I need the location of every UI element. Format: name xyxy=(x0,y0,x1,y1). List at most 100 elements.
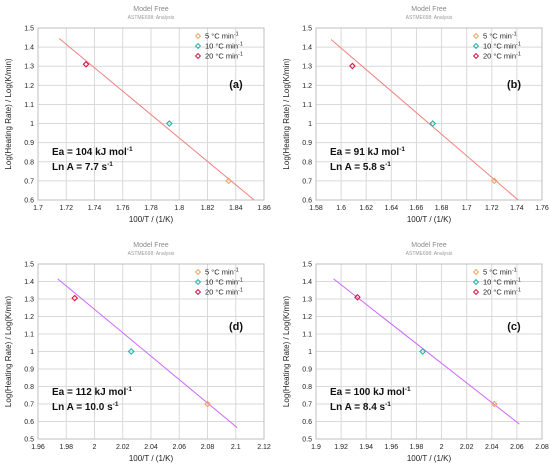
x-tick-label: 1.7 xyxy=(33,205,43,212)
legend-label: 20 °C min xyxy=(483,52,516,61)
legend-label: 5 °C min xyxy=(205,268,234,277)
data-point-series-0 xyxy=(490,177,498,185)
y-tick-label: 1 xyxy=(30,121,34,128)
annotation-sup: -1 xyxy=(399,146,405,153)
legend-marker xyxy=(194,52,202,60)
y-tick-label: 1.2 xyxy=(24,314,34,321)
x-tick-label: 2 xyxy=(93,444,97,451)
y-tick-label: 1.5 xyxy=(24,262,34,269)
y-tick-label: 1.3 xyxy=(24,297,34,304)
annotation-text: Ln A = 8.4 s xyxy=(330,402,386,413)
x-tick-label: 1.86 xyxy=(257,205,271,212)
legend-entry: 5 °C min-1 xyxy=(205,268,239,277)
x-axis-label: 100/T / (1/K) xyxy=(407,215,452,224)
y-tick-label: 0.8 xyxy=(24,159,34,166)
legend-marker xyxy=(472,288,480,296)
y-tick-label: 1.3 xyxy=(302,64,312,71)
chart-title: Model Free xyxy=(133,6,169,13)
y-axis-label: Log(Heating Rate) / Log(K/min) xyxy=(4,58,13,170)
x-tick-label: 1.96 xyxy=(31,444,45,451)
y-tick-label: 1.2 xyxy=(302,83,312,90)
x-tick-label: 2.08 xyxy=(535,444,549,451)
x-tick-label: 2.08 xyxy=(201,444,215,451)
data-point-series-0 xyxy=(490,400,498,408)
x-tick-label: 1.66 xyxy=(410,205,424,212)
x-tick-label: 1.8 xyxy=(174,205,184,212)
x-tick-label: 1.78 xyxy=(144,205,158,212)
data-point-series-1 xyxy=(419,348,427,355)
legend-marker xyxy=(194,268,202,276)
x-tick-label: 2.02 xyxy=(460,444,474,451)
legend-marker xyxy=(472,278,480,286)
y-tick-label: 0.9 xyxy=(24,140,34,147)
chart-panel-3: 0.5 0.6 0.7 0.8 0.9 1 1.1 1.2 1.3 1.4 1.5 1.9 1.92 1.… xyxy=(282,242,549,463)
y-tick-label: 0.8 xyxy=(302,384,312,391)
data-point-series-1 xyxy=(165,120,173,127)
x-tick-label: 1.9 xyxy=(311,444,321,451)
y-tick-label: 1.4 xyxy=(302,45,312,52)
legend-entry: 10 °C min-1 xyxy=(205,42,243,51)
annotation-sup: -1 xyxy=(405,386,411,393)
x-tick-label: 2.02 xyxy=(116,444,130,451)
panel-label: (a) xyxy=(229,79,243,91)
legend-unit-sup: -1 xyxy=(516,52,521,58)
annotation-text: Ln A = 7.7 s xyxy=(52,162,108,173)
annotation-text: Ea = 112 kJ mol xyxy=(52,387,126,398)
y-tick-label: 1.2 xyxy=(302,314,312,321)
y-tick-label: 0.6 xyxy=(302,419,312,426)
chart-subtitle: ASTME698: Analysis xyxy=(128,15,175,21)
x-tick-label: 2 xyxy=(440,444,444,451)
x-axis-label: 100/T / (1/K) xyxy=(129,215,174,224)
annotation-sup: -1 xyxy=(126,386,132,393)
x-tick-label: 1.72 xyxy=(59,205,73,212)
legend-unit-sup: -1 xyxy=(516,42,521,48)
fit-line xyxy=(330,39,519,201)
annotation-line: Ea = 104 kJ mol-1 xyxy=(52,146,133,158)
annotation-sup: -1 xyxy=(385,161,391,168)
legend-label: 5 °C min xyxy=(483,268,512,277)
y-tick-label: 1.4 xyxy=(24,45,34,52)
x-axis-label: 100/T / (1/K) xyxy=(407,454,452,463)
x-tick-label: 1.76 xyxy=(116,205,130,212)
legend-unit-sup: -1 xyxy=(512,268,517,274)
y-tick-label: 1.4 xyxy=(302,279,312,286)
chart-panel-1: 0.6 0.7 0.8 0.9 1 1.1 1.2 1.3 1.4 1.5 1.58 1.6 1.62 1… xyxy=(282,6,549,224)
chart-subtitle: ASTME698: Analysis xyxy=(406,251,453,257)
y-tick-label: 0.9 xyxy=(302,140,312,147)
legend-entry: 20 °C min-1 xyxy=(205,52,243,61)
annotation-sup: -1 xyxy=(127,146,133,153)
y-tick-label: 0.5 xyxy=(302,437,312,444)
legend-unit-sup: -1 xyxy=(238,278,243,284)
legend-entry: 5 °C min-1 xyxy=(483,32,517,41)
x-tick-label: 2.12 xyxy=(257,444,271,451)
y-tick-label: 1 xyxy=(30,349,34,356)
annotation-line: Ea = 91 kJ mol-1 xyxy=(330,146,405,158)
annotation-sup: -1 xyxy=(385,401,391,408)
annotation-line: Ea = 100 kJ mol-1 xyxy=(330,386,411,398)
y-tick-label: 1.5 xyxy=(302,262,312,269)
y-tick-label: 0.6 xyxy=(24,419,34,426)
y-tick-label: 0.7 xyxy=(302,402,312,409)
x-tick-label: 1.68 xyxy=(435,205,449,212)
annotation-sup: -1 xyxy=(113,401,119,408)
data-point-series-0 xyxy=(225,177,233,185)
data-point-series-1 xyxy=(127,348,135,355)
legend-unit-sup: -1 xyxy=(234,32,239,38)
y-tick-label: 1 xyxy=(308,121,312,128)
chart-title: Model Free xyxy=(411,242,447,249)
legend-unit-sup: -1 xyxy=(238,288,243,294)
y-tick-label: 1.3 xyxy=(24,64,34,71)
legend-label: 10 °C min xyxy=(205,42,238,51)
legend-unit-sup: -1 xyxy=(516,278,521,284)
y-tick-label: 0.7 xyxy=(302,178,312,185)
legend-entry: 20 °C min-1 xyxy=(483,288,521,297)
legend-marker xyxy=(472,268,480,276)
legend-entry: 10 °C min-1 xyxy=(483,278,521,287)
data-point-series-2 xyxy=(354,293,361,301)
x-tick-label: 1.62 xyxy=(359,205,373,212)
x-tick-label: 2.04 xyxy=(144,444,158,451)
fit-line xyxy=(333,278,520,425)
y-tick-label: 1.1 xyxy=(24,102,34,109)
legend-unit-sup: -1 xyxy=(238,42,243,48)
x-tick-label: 1.84 xyxy=(229,205,243,212)
